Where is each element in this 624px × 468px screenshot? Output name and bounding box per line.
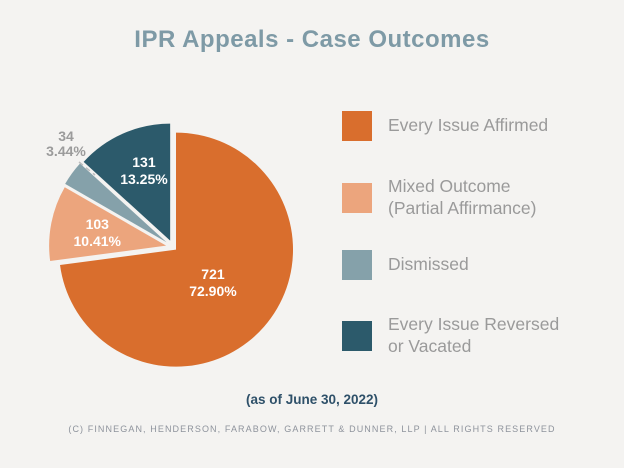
pie-slice-mixed-outcome-partial-affirmance <box>49 187 167 262</box>
copyright-notice: (C) FINNEGAN, HENDERSON, FARABOW, GARRET… <box>68 424 556 434</box>
as-of-date: (as of June 30, 2022) <box>245 392 379 407</box>
legend-item-mixed-outcome: Mixed Outcome (Partial Affirmance) <box>342 176 563 220</box>
pie-slice-every-issue-affirmed <box>60 132 294 367</box>
legend-item-every-issue-affirmed: Every Issue Affirmed <box>342 111 548 141</box>
pie-slice-label: 103 <box>86 216 110 232</box>
legend-label: Every Issue Reversed or Vacated <box>388 314 560 356</box>
legend-swatch-every-issue-reversed <box>342 320 372 351</box>
legend-swatch-every-issue-affirmed <box>342 111 372 141</box>
pie-slice-dismissed <box>65 163 167 243</box>
legend: Every Issue Affirmed Mixed Outcome (Part… <box>342 0 582 468</box>
pie-slice-label: 10.41% <box>74 233 122 249</box>
legend-item-every-issue-reversed: Every Issue Reversed or Vacated <box>342 314 563 358</box>
pie-slice-label: 131 <box>132 154 156 170</box>
pie-slice-every-issue-reversed-or-vacated <box>83 123 171 241</box>
legend-swatch-dismissed <box>342 250 372 280</box>
legend-swatch-mixed-outcome <box>342 182 372 213</box>
pie-slice-label: 72.90% <box>189 283 237 299</box>
leader-line <box>78 161 96 176</box>
legend-label: Every Issue Affirmed <box>388 115 549 136</box>
legend-label: Mixed Outcome (Partial Affirmance) <box>388 176 537 218</box>
pie-slice-label: 3.44% <box>46 143 86 159</box>
pie-slice-label: 721 <box>201 266 225 282</box>
pie-slice-label: 34 <box>58 128 74 144</box>
legend-label: Dismissed <box>388 254 469 275</box>
page-title: IPR Appeals - Case Outcomes <box>134 26 490 53</box>
legend-item-dismissed: Dismissed <box>342 250 469 280</box>
pie-slice-label: 13.25% <box>120 171 168 187</box>
